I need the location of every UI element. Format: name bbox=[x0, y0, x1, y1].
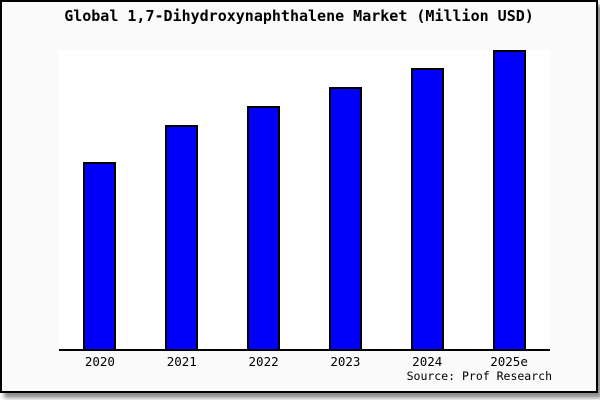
x-tick-2022: 2022 bbox=[248, 354, 279, 369]
x-tick-2020: 2020 bbox=[84, 354, 115, 369]
bar-slot-2024 bbox=[386, 50, 468, 349]
bar-slot-2023 bbox=[304, 50, 386, 349]
chart-title: Global 1,7-Dihydroxynaphthalene Market (… bbox=[64, 7, 534, 25]
x-tick-2023: 2023 bbox=[330, 354, 361, 369]
chart-frame: Global 1,7-Dihydroxynaphthalene Market (… bbox=[0, 0, 598, 393]
bar-2021 bbox=[165, 125, 199, 349]
x-tick-2021: 2021 bbox=[166, 354, 197, 369]
bar-2022 bbox=[247, 106, 281, 349]
x-tick-2025e: 2025e bbox=[490, 354, 528, 369]
x-tick-2024: 2024 bbox=[412, 354, 443, 369]
source-credit: Source: Prof Research bbox=[406, 369, 552, 383]
bar-2025e bbox=[492, 50, 526, 349]
x-axis-labels: 2020 2021 2022 2023 2024 2025e bbox=[59, 354, 550, 369]
bar-slot-2022 bbox=[223, 50, 305, 349]
bar-2024 bbox=[410, 68, 444, 349]
plot-area bbox=[59, 50, 550, 351]
bar-2020 bbox=[83, 162, 117, 349]
bar-slot-2021 bbox=[141, 50, 223, 349]
bar-slot-2020 bbox=[59, 50, 141, 349]
bar-2023 bbox=[328, 87, 362, 349]
bar-slot-2025e bbox=[468, 50, 550, 349]
